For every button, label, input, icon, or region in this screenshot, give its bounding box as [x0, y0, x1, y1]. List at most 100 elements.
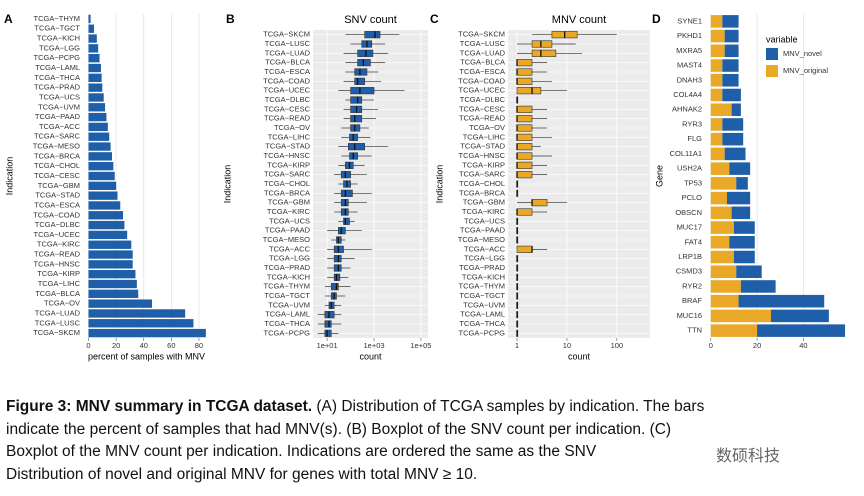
y-tick-label: TCGA−PCPG [459, 328, 506, 337]
y-tick-label: TCGA−CHOL [34, 161, 80, 170]
bar-segment [710, 74, 723, 87]
bar-segment [710, 221, 734, 234]
y-tick-label: CSMD3 [676, 267, 702, 276]
y-tick-label: TCGA−LUSC [460, 39, 506, 48]
panel-letter: A [4, 12, 13, 26]
bar [88, 122, 108, 132]
y-tick-label: TCGA−BRCA [264, 188, 310, 197]
y-tick-label: TCGA−CESC [459, 104, 506, 113]
bar-segment [710, 132, 723, 146]
bar-segment [729, 236, 755, 249]
bar-segment [738, 294, 825, 308]
y-tick-label: TCGA−PRAD [264, 263, 311, 272]
bar-segment [710, 294, 739, 308]
y-tick-label: TCGA−PAAD [35, 112, 81, 121]
y-tick-label: TCGA−THCA [34, 73, 80, 82]
x-tick-label: 40 [799, 341, 807, 350]
legend-swatch [766, 48, 778, 60]
y-tick-label: TCGA−READ [264, 114, 311, 123]
y-tick-label: TCGA−KIRP [462, 160, 505, 169]
y-tick-label: TCGA−LGG [269, 254, 310, 263]
y-tick-label: TCGA−READ [34, 250, 81, 259]
x-tick-label: 0 [86, 341, 90, 350]
legend-label: MNV_original [783, 66, 828, 75]
box [350, 96, 363, 104]
y-tick-label: TCGA−SARC [264, 170, 311, 179]
bar [88, 132, 110, 141]
box [516, 59, 533, 67]
bar-segment [710, 280, 741, 293]
y-tick-label: TCGA−LUAD [265, 48, 311, 57]
bar-segment [710, 265, 737, 278]
box [516, 87, 542, 95]
y-tick-label: SYNE1 [677, 16, 702, 25]
bar-segment [710, 309, 771, 323]
y-tick-label: TCGA−THYM [459, 282, 505, 291]
y-tick-label: TCGA−STAD [460, 142, 505, 151]
bar-segment [724, 29, 739, 43]
y-tick-label: TCGA−OV [469, 123, 505, 132]
y-tick-label: TCGA−PRAD [34, 83, 81, 92]
bar-segment [757, 324, 846, 337]
y-tick-label: TCGA−LGG [39, 43, 80, 52]
y-tick-label: TCGA−CHOL [459, 179, 505, 188]
y-tick-label: TCGA−GBM [38, 181, 80, 190]
bar-segment [710, 162, 730, 175]
y-axis-label: Indication [222, 165, 232, 204]
caption-line: Boxplot of the MNV count per indication.… [6, 443, 597, 460]
bar [88, 73, 102, 82]
bar-segment [722, 118, 744, 131]
bar [88, 34, 97, 43]
box [348, 143, 365, 151]
y-tick-label: TCGA−KICH [37, 34, 80, 43]
y-tick-label: LRP1B [678, 252, 702, 261]
bar-segment [710, 88, 723, 102]
caption-line: indicate the percent of samples that had… [6, 420, 672, 438]
y-tick-label: TCGA−MESO [33, 142, 80, 151]
y-tick-label: FAT4 [685, 237, 702, 246]
bar [88, 260, 133, 269]
legend-title: variable [766, 34, 798, 44]
box [531, 40, 553, 48]
bar-segment [710, 147, 725, 161]
box [343, 217, 350, 225]
caption-line: Figure 3: MNV summary in TCGA dataset. (… [6, 396, 704, 419]
y-tick-label: TCGA−CESC [34, 171, 81, 180]
bar-segment [710, 324, 758, 337]
x-tick-label: 80 [195, 341, 203, 350]
bar [88, 83, 103, 92]
x-tick-label: 1e+01 [317, 341, 338, 350]
y-tick-label: TCGA−KIRP [37, 269, 80, 278]
x-tick-label: 20 [753, 341, 761, 350]
bar [88, 171, 115, 181]
bar-segment [710, 118, 723, 131]
bar-segment [710, 44, 725, 58]
y-tick-label: TCGA−LGG [464, 254, 505, 263]
caption-text: (A) Distribution of TCGA samples by indi… [316, 398, 705, 415]
x-tick-label: 60 [167, 341, 175, 350]
y-tick-label: TCGA−LUAD [35, 308, 81, 317]
panel-letter: B [226, 12, 235, 26]
y-tick-label: TCGA−UCEC [34, 230, 81, 239]
bar [88, 220, 125, 230]
y-tick-label: COL11A1 [670, 149, 702, 158]
y-tick-label: DNAH3 [677, 75, 702, 84]
x-tick-label: 40 [140, 341, 148, 350]
y-tick-label: TCGA−LIHC [268, 132, 311, 141]
y-tick-label: TCGA−LAML [265, 310, 310, 319]
x-axis-label: count [568, 351, 591, 361]
y-axis-label: Indication [434, 165, 444, 204]
y-tick-label: TCGA−UCS [269, 216, 310, 225]
bar [88, 211, 124, 220]
bar [88, 319, 194, 328]
box [516, 68, 533, 76]
y-tick-label: TCGA−DLBC [460, 95, 506, 104]
panel-letter: D [652, 12, 661, 26]
box [516, 152, 533, 160]
y-tick-label: TCGA−PAAD [460, 226, 506, 235]
box [516, 143, 533, 151]
bar [88, 44, 99, 53]
bar-segment [710, 177, 737, 190]
x-tick-label: 1e+05 [410, 341, 431, 350]
y-tick-label: TCGA−KICH [267, 272, 310, 281]
